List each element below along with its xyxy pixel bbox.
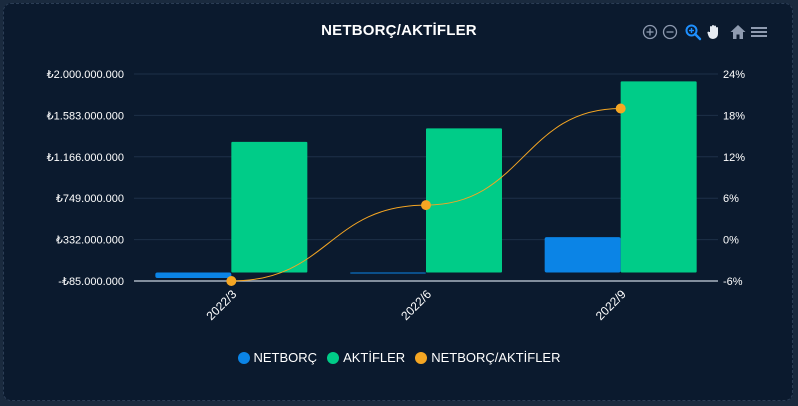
y-right-tick-label: 24% bbox=[723, 69, 745, 81]
y-left-tick-label: ₺332.000.000 bbox=[56, 235, 124, 247]
y-left-tick-label: ₺2.000.000.000 bbox=[47, 69, 124, 81]
bar-netborc bbox=[155, 272, 232, 279]
legend-marker-aktifler bbox=[327, 351, 340, 364]
legend-label-ratio: NETBORÇ/AKTİFLER bbox=[431, 350, 561, 365]
y-left-tick-label: ₺1.166.000.000 bbox=[47, 152, 124, 164]
line-point-ratio bbox=[421, 200, 431, 211]
y-right-tick-label: 0% bbox=[723, 235, 739, 247]
pan-hand-icon[interactable] bbox=[705, 23, 723, 41]
chart-legend: NETBORÇ AKTİFLER NETBORÇ/AKTİFLER bbox=[0, 350, 798, 365]
x-tick-label: 2022/6 bbox=[398, 287, 434, 323]
bar-netborc bbox=[544, 237, 621, 273]
legend-item-ratio[interactable]: NETBORÇ/AKTİFLER bbox=[415, 350, 560, 365]
legend-marker-ratio bbox=[415, 351, 428, 364]
y-right-tick-label: 6% bbox=[723, 193, 739, 205]
legend-marker-netborc bbox=[237, 351, 250, 364]
legend-label-aktifler: AKTİFLER bbox=[343, 350, 406, 365]
y-right-tick-label: 18% bbox=[723, 110, 745, 122]
legend-item-netborc[interactable]: NETBORÇ bbox=[237, 350, 318, 365]
line-point-ratio bbox=[226, 276, 237, 286]
legend-label-netborc: NETBORÇ bbox=[253, 350, 318, 365]
y-right-tick-label: -6% bbox=[723, 276, 743, 288]
x-tick-label: 2022/3 bbox=[204, 287, 240, 323]
y-left-tick-label: -₺85.000.000 bbox=[58, 276, 124, 288]
chart-title: NETBORÇ/AKTİFLER bbox=[321, 22, 477, 39]
y-left-tick-label: ₺1.583.000.000 bbox=[47, 110, 124, 122]
legend-item-aktifler[interactable]: AKTİFLER bbox=[327, 350, 405, 365]
home-icon[interactable] bbox=[729, 23, 747, 41]
y-left-tick-label: ₺749.000.000 bbox=[56, 193, 124, 205]
menu-icon[interactable] bbox=[750, 23, 768, 41]
x-tick-label: 2022/9 bbox=[593, 287, 629, 323]
zoom-out-icon[interactable] bbox=[661, 23, 679, 41]
bar-aktifler bbox=[620, 81, 697, 273]
bar-netborc bbox=[350, 272, 426, 274]
bar-aktifler bbox=[231, 141, 308, 273]
y-right-tick-label: 12% bbox=[723, 152, 745, 164]
magnifier-icon[interactable] bbox=[684, 23, 702, 41]
zoom-in-icon[interactable] bbox=[641, 23, 659, 41]
bar-aktifler bbox=[426, 128, 502, 273]
line-point-ratio bbox=[615, 103, 626, 114]
